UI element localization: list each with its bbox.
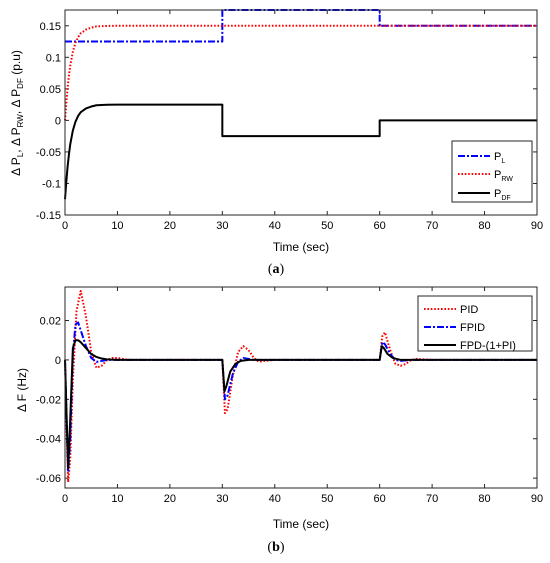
y-tick-label: -0.06 xyxy=(36,473,61,485)
x-tick-label: 30 xyxy=(216,220,228,232)
legend-label: FPID xyxy=(460,322,485,334)
y-tick-label: -0.05 xyxy=(36,147,61,159)
x-tick-label: 90 xyxy=(531,220,543,232)
legend-label: PL xyxy=(494,151,505,165)
y-axis-label-part: Δ P xyxy=(9,157,23,176)
x-tick-label: 70 xyxy=(426,220,438,232)
x-axis-label: Time (sec) xyxy=(273,240,329,254)
x-tick-label: 10 xyxy=(111,493,123,505)
chart-b: 0 10 20 30 40 50 60 70 80 90 -0.06 -0.04 -0.02 0 0.02 P… xyxy=(15,286,543,555)
y-axis-label-part: , Δ P xyxy=(9,89,23,114)
legend-label-subscript: L xyxy=(501,158,505,165)
chart-a: 0 10 20 30 40 50 60 70 80 90 -0.15 -0.1 -0.05 0 0.05 0.… xyxy=(9,9,543,277)
caption-part: ( xyxy=(267,540,272,555)
series-line-prw xyxy=(64,24,537,121)
series-line-pid xyxy=(64,289,537,484)
axes-frame xyxy=(64,286,538,489)
x-tick-label: 40 xyxy=(269,493,281,505)
y-axis-label-part: DF xyxy=(16,78,25,89)
caption-part: a xyxy=(273,262,280,277)
caption-part: ( xyxy=(268,262,273,277)
y-tick-label: -0.02 xyxy=(36,394,61,406)
y-axis-label-part: RW xyxy=(16,114,25,128)
x-tick-label: 50 xyxy=(321,220,333,232)
y-tick-label: 0 xyxy=(55,115,61,127)
chart-caption: (a) xyxy=(268,262,285,277)
legend-box xyxy=(417,295,533,352)
series-line-fpd-1-pi- xyxy=(64,339,537,470)
series-line-pdf xyxy=(64,103,537,200)
x-tick-label: 0 xyxy=(62,493,68,505)
x-tick-label: 80 xyxy=(478,220,490,232)
x-tick-label: 10 xyxy=(111,220,123,232)
y-tick-label: 0 xyxy=(55,355,61,367)
x-tick-label: 60 xyxy=(374,493,386,505)
y-tick-label: 0.1 xyxy=(46,52,61,64)
x-tick-label: 80 xyxy=(478,493,490,505)
x-axis-label: Time (sec) xyxy=(273,517,329,531)
caption-part: b xyxy=(272,540,280,555)
y-tick-label: 0.15 xyxy=(40,21,61,33)
legend-label-subscript: RW xyxy=(501,176,513,183)
x-tick-label: 20 xyxy=(164,493,176,505)
x-tick-label: 20 xyxy=(164,220,176,232)
legend-label: PID xyxy=(460,304,478,316)
legend-box xyxy=(451,140,533,203)
y-tick-label: 0.05 xyxy=(40,84,61,96)
series-line-pl xyxy=(65,9,537,43)
y-axis-label-part: , Δ P xyxy=(9,127,23,152)
x-tick-label: 90 xyxy=(531,493,543,505)
y-tick-label: -0.1 xyxy=(42,178,61,190)
x-tick-label: 40 xyxy=(269,220,281,232)
y-tick-label: -0.15 xyxy=(36,210,61,222)
y-axis-label-part: Δ F (Hz) xyxy=(15,368,29,412)
x-tick-label: 0 xyxy=(62,220,68,232)
legend-label: FPD-(1+PI) xyxy=(460,340,516,352)
y-axis-label-part: (p.u) xyxy=(9,50,23,78)
y-axis-label-part: L xyxy=(16,152,25,157)
y-axis-label: Δ F (Hz) xyxy=(15,368,29,412)
y-tick-label: 0.02 xyxy=(40,316,61,328)
x-tick-label: 30 xyxy=(216,493,228,505)
x-tick-label: 60 xyxy=(374,220,386,232)
caption-part: ) xyxy=(280,540,285,555)
chart-caption: (b) xyxy=(267,540,284,555)
caption-part: ) xyxy=(280,262,285,277)
legend-label-subscript: DF xyxy=(501,195,510,202)
x-tick-label: 70 xyxy=(426,493,438,505)
x-tick-label: 50 xyxy=(321,493,333,505)
axes-frame xyxy=(64,9,538,216)
y-tick-label: -0.04 xyxy=(36,434,61,446)
y-axis-label: Δ PL, Δ PRW, Δ PDF (p.u) xyxy=(9,50,25,176)
